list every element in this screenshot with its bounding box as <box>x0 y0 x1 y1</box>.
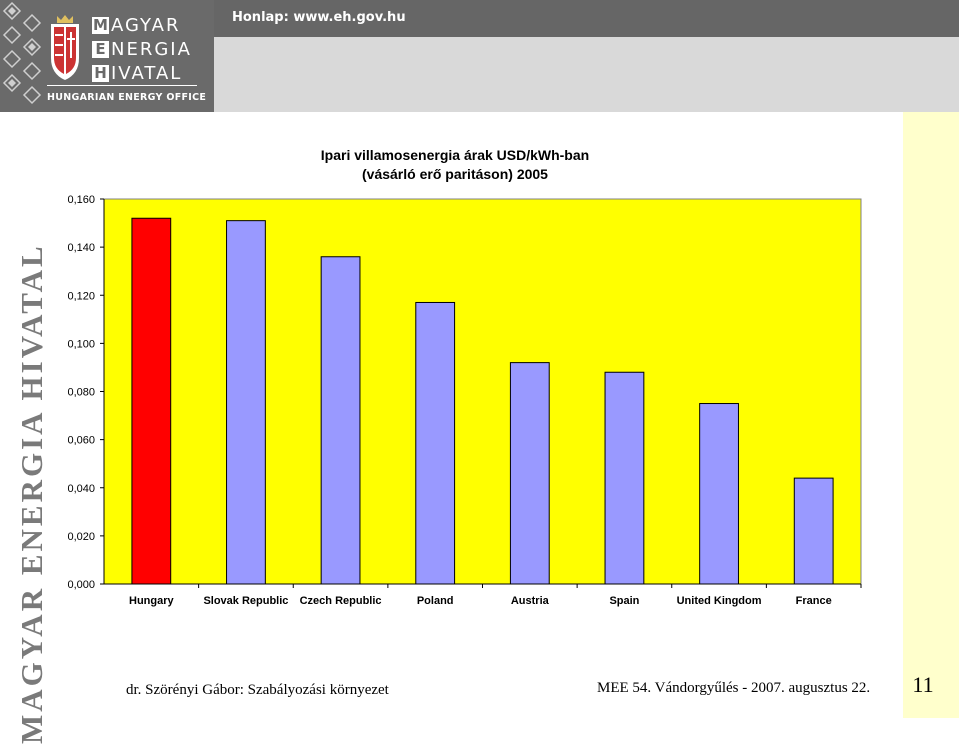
header-bar: M AGYAR E NERGIA H IVATAL HUNGARIAN ENER… <box>0 0 959 112</box>
y-tick-label: 0,120 <box>67 290 95 302</box>
logo-word-1: AGYAR <box>111 15 181 36</box>
y-tick-label: 0,000 <box>67 579 95 591</box>
logo-letter-m: M <box>92 16 109 34</box>
diamond-pattern-icon <box>2 1 42 105</box>
right-band <box>903 112 959 718</box>
logo[interactable]: M AGYAR E NERGIA H IVATAL HUNGARIAN ENER… <box>0 0 214 112</box>
x-tick-label: Slovak Republic <box>203 595 288 607</box>
bar <box>320 256 361 585</box>
logo-divider <box>47 85 197 86</box>
y-tick-label: 0,160 <box>67 194 95 206</box>
bar <box>415 301 456 585</box>
y-tick-label: 0,100 <box>67 338 95 350</box>
x-tick-label: France <box>796 595 832 607</box>
bar <box>226 220 266 585</box>
bar <box>793 477 834 585</box>
chart-title-line-2: (vásárló erő paritáson) 2005 <box>362 166 548 182</box>
chart-title-line-1: Ipari villamosenergia árak USD/kWh-ban <box>320 147 590 163</box>
logo-subtitle: HUNGARIAN ENERGY OFFICE <box>47 92 207 103</box>
footer-author: dr. Szörényi Gábor: Szabályozási környez… <box>126 682 389 698</box>
side-band-text: MAGYAR ENERGIA HIVATAL <box>14 243 49 744</box>
bar-chart: 0,000 0,020 0,040 0,060 0,080 0,100 0,120 0,140… <box>67 194 862 607</box>
footer-event: MEE 54. Vándorgyűlés - 2007. augusztus 2… <box>597 680 871 696</box>
x-tick-label: Czech Republic <box>300 595 382 607</box>
bar <box>509 362 550 585</box>
bar <box>699 403 739 585</box>
y-tick-label: 0,040 <box>67 483 95 495</box>
page-number: 11 <box>912 672 934 697</box>
bar <box>604 371 645 585</box>
homepage-link[interactable]: Honlap: www.eh.gov.hu <box>232 10 406 25</box>
x-tick-label: Hungary <box>129 595 175 607</box>
x-tick-label: Poland <box>417 595 454 607</box>
logo-letter-h: H <box>92 65 109 82</box>
chart-title: Ipari villamosenergia árak USD/kWh-ban (… <box>270 146 640 184</box>
y-tick-label: 0,060 <box>67 435 95 447</box>
x-tick-label: Austria <box>511 595 550 607</box>
plot-area <box>103 198 862 585</box>
logo-word-3: IVATAL <box>111 63 183 84</box>
coat-of-arms-icon <box>51 15 79 80</box>
y-tick-label: 0,080 <box>67 387 95 399</box>
x-tick-label: United Kingdom <box>677 595 762 607</box>
bar <box>131 217 172 585</box>
logo-word-2: NERGIA <box>111 39 192 60</box>
logo-letter-e: E <box>92 41 109 58</box>
y-tick-label: 0,020 <box>67 531 95 543</box>
y-tick-label: 0,140 <box>67 242 95 254</box>
header-strip <box>214 37 959 112</box>
x-tick-label: Spain <box>609 595 639 607</box>
side-band: MAGYAR ENERGIA HIVATAL <box>0 112 50 744</box>
